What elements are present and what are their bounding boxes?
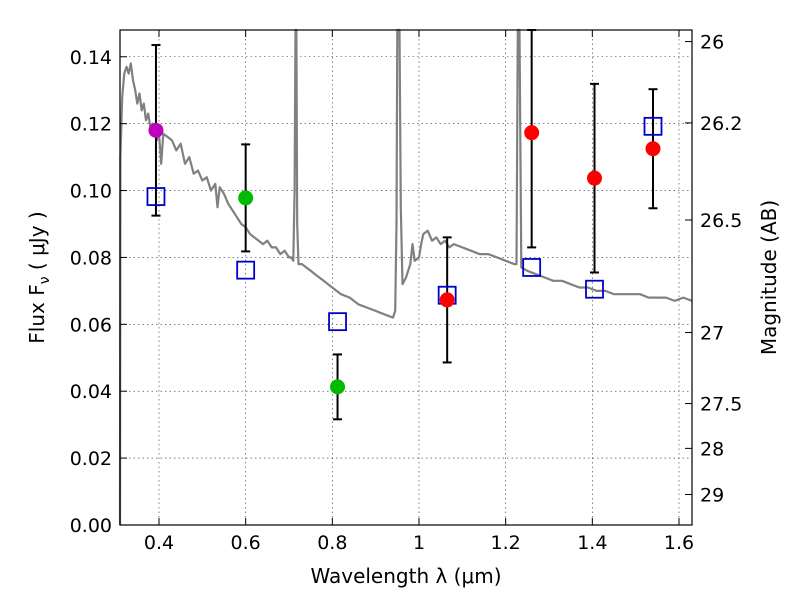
x-tick-label: 1.4	[577, 532, 607, 554]
plot-frame	[119, 29, 693, 526]
y-axis-title: Flux Fν ( μJy )	[25, 211, 53, 343]
tick-layer: 0.4 0.6 0.8 1 1.2 1.4 1.6 0.00 0.02 0.04 0.06 0.08 0…	[70, 30, 742, 554]
y2-tick-label: 26	[700, 32, 724, 54]
x-tick-label: 0.4	[144, 532, 174, 554]
y-axis-title-unit: ( μJy )	[25, 211, 49, 276]
observed-point	[587, 170, 602, 186]
y2-tick-label: 26.2	[700, 113, 742, 135]
x-tick-label: 1.2	[491, 532, 521, 554]
y-tick-label: 0.12	[70, 114, 112, 136]
y-tick-label: 0.02	[70, 448, 112, 470]
x-axis-title: Wavelength λ (μm)	[310, 564, 501, 588]
x-tick-label: 1	[413, 532, 425, 554]
model-square-marker	[522, 258, 542, 277]
observed-point	[645, 141, 661, 157]
y-tick-label: 0.00	[70, 515, 112, 537]
model-square-marker	[328, 312, 347, 332]
y-tick-label: 0.06	[70, 314, 112, 336]
x-tick-label: 0.6	[231, 532, 261, 554]
y-axis-title-main: Flux F	[25, 284, 49, 343]
y-axis-title-sub: ν	[37, 276, 53, 284]
y-tick-label: 0.04	[70, 381, 112, 403]
spectrum-line	[118, 28, 693, 526]
model-square-marker	[643, 116, 663, 136]
observed-point	[148, 122, 164, 138]
observed-point	[439, 292, 455, 308]
observed-point	[524, 125, 540, 141]
y2-tick-label: 27	[700, 323, 724, 345]
observed-point	[238, 190, 254, 206]
observed-point-layer	[148, 122, 661, 395]
x-tick-label: 1.6	[664, 532, 694, 554]
y-tick-label: 0.10	[70, 181, 112, 203]
model-square-layer	[146, 116, 663, 332]
y2-tick-label: 27.5	[700, 394, 742, 416]
y2-tick-label: 26.5	[700, 210, 742, 232]
model-square-marker	[585, 279, 604, 299]
spectrum-layer	[118, 28, 693, 526]
y-tick-label: 0.14	[70, 47, 112, 69]
y2-axis-title: Magnitude (AB)	[757, 200, 781, 355]
y-tick-label: 0.08	[70, 247, 112, 269]
observed-point	[330, 379, 346, 395]
model-square-marker	[146, 187, 166, 206]
y2-tick-label: 28	[700, 438, 724, 460]
y2-tick-label: 29	[700, 484, 724, 506]
model-square-marker	[236, 260, 256, 280]
x-tick-label: 0.8	[317, 532, 347, 554]
